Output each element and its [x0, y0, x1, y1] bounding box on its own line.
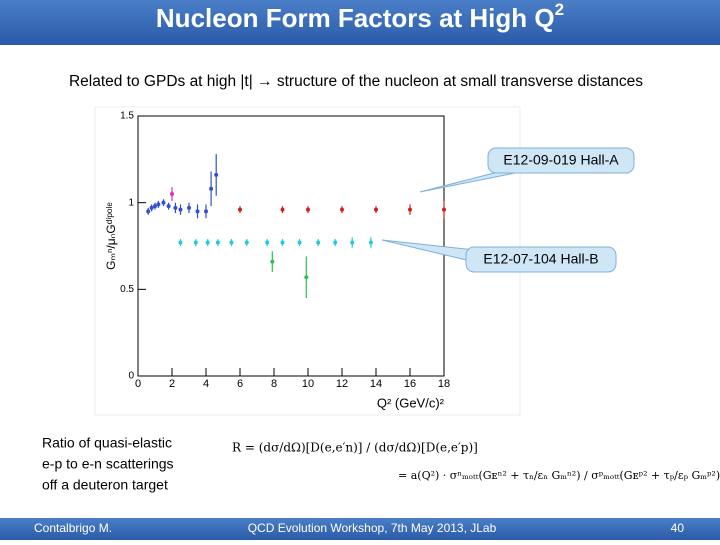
subtitle: Related to GPDs at high |t| → structure …: [69, 73, 643, 90]
point: [316, 240, 321, 245]
footer-event: QCD Evolution Workshop, 7th May 2013, JL…: [248, 521, 497, 535]
plot-frame: [94, 106, 521, 416]
formula-right: = a(Q²) · σⁿₘₒₜₜ(Gᴇⁿ² + τₙ/εₙ Gₘⁿ²) / σᵖ…: [398, 469, 720, 482]
footer-author: Contalbrigo M.: [34, 521, 112, 535]
point: [333, 240, 338, 245]
title-sup: 2: [555, 0, 564, 19]
header-bar: [0, 0, 720, 45]
point: [166, 204, 171, 209]
y-tick-label: 1.5: [120, 111, 134, 122]
y-tick-label: 1: [128, 197, 134, 208]
point: [442, 207, 446, 212]
point: [304, 275, 309, 280]
point: [170, 192, 174, 196]
point: [156, 202, 161, 207]
x-tick-label: 18: [438, 378, 450, 390]
point: [195, 209, 200, 214]
title-main: Nucleon Form Factors at High Q: [156, 3, 555, 33]
point: [205, 240, 210, 245]
caption-line: off a deuteron target: [42, 477, 168, 493]
x-tick-label: 8: [271, 378, 277, 390]
point: [153, 204, 157, 209]
formula-left: R = (dσ/dΩ)[D(e,e′n)] / (dσ/dΩ)[D(e,e′p)…: [232, 441, 478, 455]
point: [340, 207, 344, 212]
point: [280, 240, 285, 245]
point: [204, 209, 208, 214]
footer-bar: [0, 518, 720, 540]
point: [149, 205, 154, 210]
point: [193, 240, 198, 245]
point: [244, 240, 249, 245]
x-tick-label: 12: [336, 378, 348, 390]
point: [238, 207, 242, 212]
callout-box: [487, 147, 635, 174]
point: [215, 240, 220, 245]
caption-line: Ratio of quasi-elastic: [42, 435, 172, 451]
point: [173, 205, 178, 210]
x-tick-label: 0: [135, 378, 141, 390]
point: [146, 209, 151, 214]
point: [408, 207, 412, 212]
y-axis-label: Gₘⁿ/μₙGᵈⁱᵖᵒˡᵉ: [104, 202, 118, 270]
x-tick-label: 6: [237, 378, 243, 390]
callout: E12-09-019 Hall-A: [503, 152, 619, 168]
caption-line: e-p to e-n scatterings: [42, 456, 174, 472]
callout-box: [465, 246, 617, 273]
point: [214, 172, 219, 177]
callout: E12-07-104 Hall-B: [483, 251, 598, 267]
axes-frame: [137, 115, 445, 377]
point: [368, 240, 373, 245]
point: [265, 240, 270, 245]
point: [306, 207, 310, 212]
point: [280, 207, 285, 212]
point: [178, 240, 183, 245]
x-tick-label: 14: [370, 378, 382, 390]
point: [270, 259, 275, 264]
point: [297, 240, 302, 245]
x-axis-label: Q² (GeV/c)²: [377, 395, 445, 410]
title: Nucleon Form Factors at High Q2: [156, 0, 564, 32]
y-tick-label: 0.5: [120, 284, 134, 295]
x-tick-label: 4: [203, 378, 209, 390]
point: [209, 186, 214, 191]
x-tick-label: 16: [404, 378, 416, 390]
point: [178, 207, 183, 212]
point: [187, 205, 191, 210]
x-tick-label: 10: [302, 378, 314, 390]
point: [229, 240, 234, 245]
point: [374, 207, 378, 212]
point: [350, 240, 355, 245]
point: [161, 200, 166, 205]
footer-page: 40: [671, 521, 685, 535]
y-tick-label: 0: [128, 371, 134, 382]
x-tick-label: 2: [169, 378, 175, 390]
